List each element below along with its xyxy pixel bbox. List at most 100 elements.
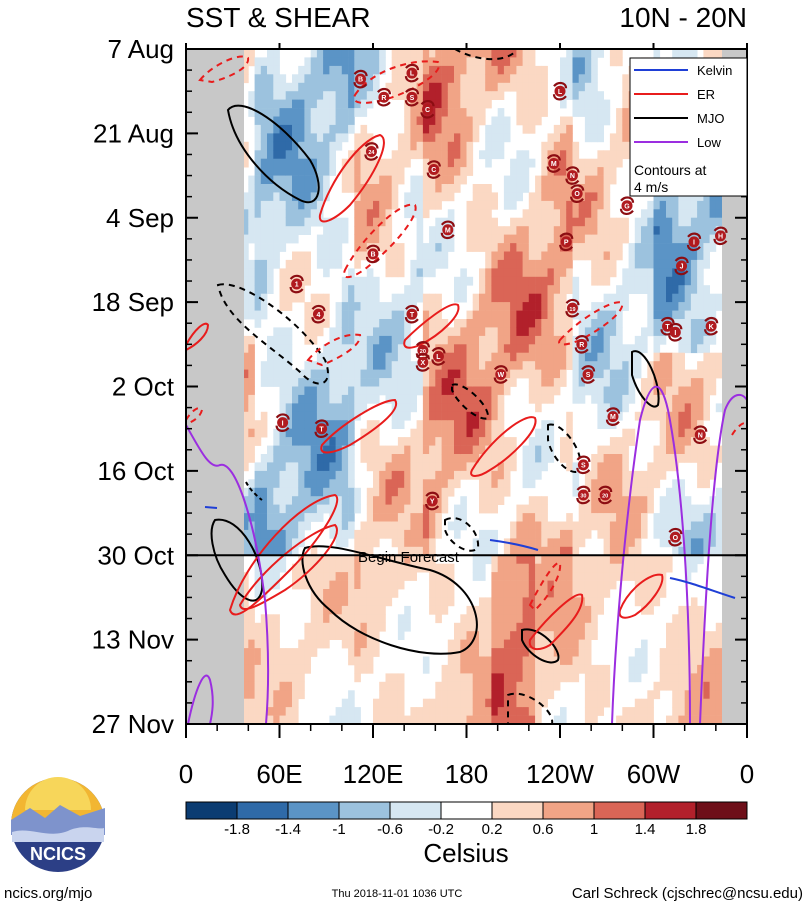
sst-cell <box>510 437 517 446</box>
sst-cell <box>316 108 324 117</box>
sst-cell <box>460 167 467 176</box>
sst-cell <box>391 698 399 708</box>
sst-cell <box>292 175 299 185</box>
sst-cell <box>591 310 598 320</box>
sst-cell <box>597 234 604 244</box>
sst-cell <box>497 124 505 134</box>
sst-cell <box>279 285 287 294</box>
sst-cell <box>466 344 474 354</box>
sst-cell <box>310 563 318 573</box>
sst-cell <box>310 580 318 590</box>
sst-cell <box>316 403 324 413</box>
sst-cell <box>279 108 287 117</box>
sst-cell <box>373 437 380 446</box>
sst-cell <box>597 589 604 598</box>
sst-cell <box>422 403 430 413</box>
sst-cell <box>435 690 442 700</box>
sst-cell <box>497 605 505 615</box>
sst-cell <box>335 327 343 337</box>
sst-cell <box>360 454 368 463</box>
sst-cell <box>410 555 417 565</box>
storm-marker: R <box>574 335 589 354</box>
storm-letter: I <box>674 330 676 337</box>
sst-cell <box>366 234 374 244</box>
sst-cell <box>541 664 548 674</box>
sst-cell <box>560 605 567 615</box>
sst-cell <box>641 378 648 387</box>
sst-cell <box>653 285 661 294</box>
sst-cell <box>447 116 455 126</box>
sst-cell <box>634 335 642 345</box>
sst-cell <box>591 268 598 278</box>
sst-cell <box>715 192 723 202</box>
sst-cell <box>472 133 480 143</box>
sst-cell <box>447 91 455 100</box>
sst-cell <box>360 631 368 640</box>
sst-cell <box>472 200 480 210</box>
sst-cell <box>404 529 411 539</box>
sst-cell <box>566 251 573 261</box>
sst-cell <box>522 707 530 716</box>
sst-cell <box>541 572 548 581</box>
sst-cell <box>354 175 361 185</box>
sst-cell <box>672 285 679 294</box>
sst-cell <box>310 614 318 624</box>
sst-cell <box>591 386 598 396</box>
sst-cell <box>422 200 430 210</box>
sst-cell <box>316 589 324 598</box>
sst-cell <box>279 707 287 716</box>
sst-cell <box>597 572 604 581</box>
sst-cell <box>248 437 255 446</box>
sst-cell <box>535 335 542 345</box>
storm-swirl-icon <box>619 196 635 215</box>
sst-cell <box>379 681 386 691</box>
sst-cell <box>441 394 449 404</box>
sst-cell <box>522 57 530 67</box>
sst-cell <box>366 285 374 294</box>
sst-cell <box>641 285 648 294</box>
sst-cell <box>260 74 268 84</box>
sst-cell <box>491 259 498 269</box>
sst-cell <box>316 57 324 67</box>
sst-cell <box>341 605 349 615</box>
sst-cell <box>535 91 542 100</box>
sst-cell <box>566 538 573 548</box>
sst-cell <box>616 150 623 160</box>
sst-cell <box>248 529 255 539</box>
sst-cell <box>248 200 255 210</box>
sst-cell <box>616 546 623 556</box>
sst-cell <box>672 234 679 244</box>
sst-cell <box>366 462 374 472</box>
sst-cell <box>335 369 343 379</box>
sst-cell <box>597 175 604 185</box>
sst-cell <box>335 707 343 716</box>
sst-cell <box>572 614 580 624</box>
sst-cell <box>634 251 642 261</box>
sst-cell <box>298 656 305 666</box>
sst-cell <box>416 378 424 387</box>
sst-cell <box>429 82 436 92</box>
sst-cell <box>316 445 324 455</box>
sst-cell <box>323 124 330 134</box>
sst-cell <box>578 192 586 202</box>
sst-cell <box>603 99 611 109</box>
sst-cell <box>628 572 636 581</box>
sst-cell <box>366 49 374 58</box>
sst-cell <box>535 276 542 286</box>
sst-cell <box>373 361 380 370</box>
sst-cell <box>591 470 598 480</box>
sst-cell <box>354 639 361 649</box>
sst-cell <box>666 513 673 522</box>
sst-cell <box>248 715 255 724</box>
sst-cell <box>366 454 374 463</box>
sst-cell <box>360 200 368 210</box>
sst-cell <box>715 209 723 219</box>
sst-cell <box>572 82 580 92</box>
sst-cell <box>535 572 542 581</box>
sst-cell <box>460 420 467 429</box>
sst-cell <box>379 454 386 463</box>
sst-cell <box>572 470 580 480</box>
sst-cell <box>397 268 405 278</box>
sst-cell <box>454 319 461 328</box>
sst-cell <box>603 209 611 219</box>
